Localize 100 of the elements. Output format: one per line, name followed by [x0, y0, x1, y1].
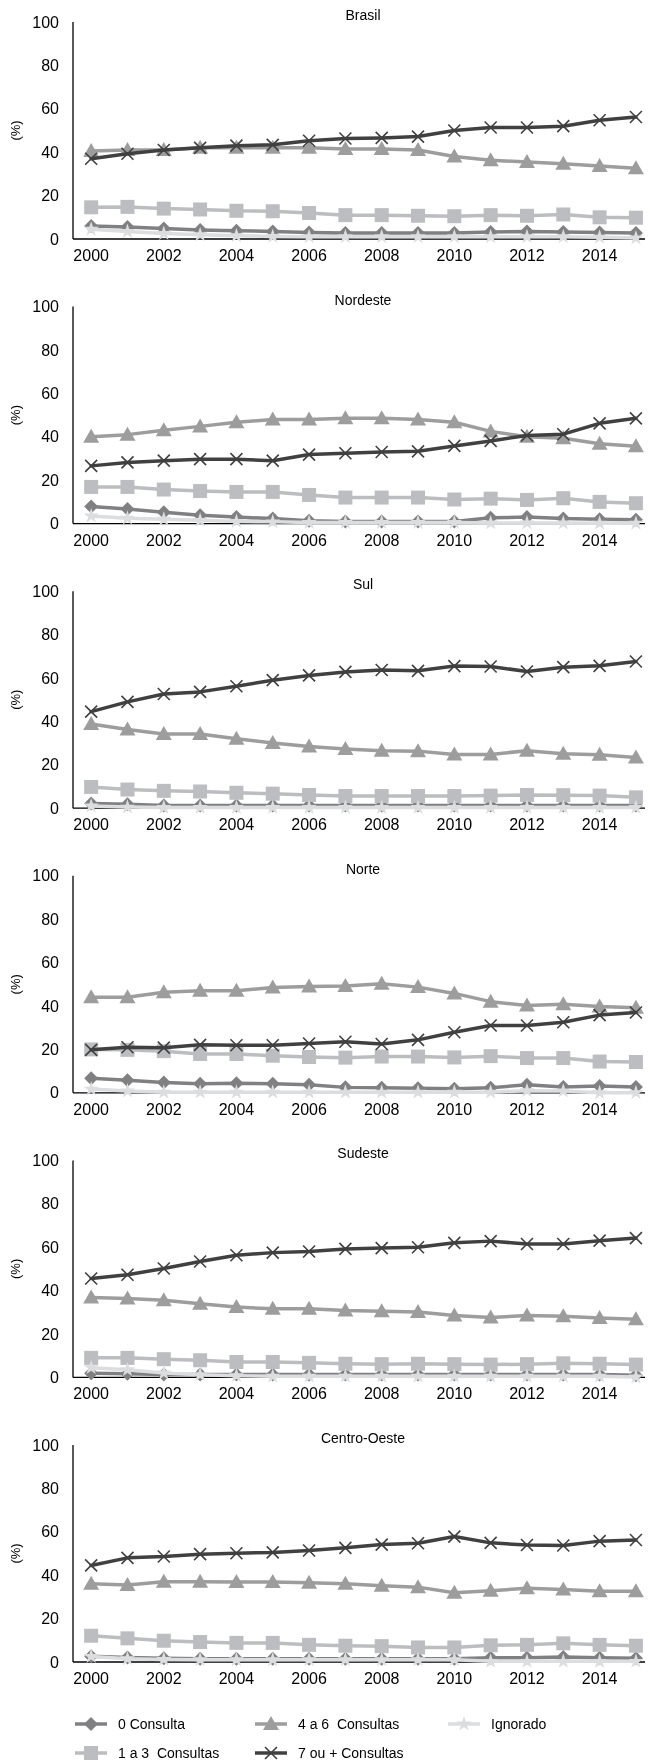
point — [228, 1573, 245, 1588]
y-tick-label: 80 — [41, 1480, 60, 1497]
y-tick-label: 0 — [50, 1653, 60, 1671]
point — [374, 1357, 389, 1372]
x-tick-label: 2002 — [146, 1385, 182, 1403]
y-tick-label: 80 — [41, 341, 60, 359]
point — [592, 113, 607, 128]
point — [337, 1302, 354, 1317]
x-tick-label: 2010 — [436, 531, 473, 549]
y-tick-label: 40 — [41, 997, 60, 1015]
point — [302, 1637, 317, 1652]
point — [591, 1583, 608, 1598]
point — [556, 1015, 571, 1030]
y-tick-label: 40 — [41, 1566, 60, 1584]
point — [338, 1356, 353, 1371]
point — [556, 427, 571, 441]
x-tick-label: 2000 — [73, 1385, 110, 1403]
point — [84, 479, 99, 494]
point — [519, 1051, 534, 1066]
y-tick-label: 60 — [41, 1523, 60, 1541]
y-axis-title: (%) — [8, 1543, 23, 1564]
point — [120, 479, 135, 494]
point — [156, 201, 171, 216]
point — [556, 788, 571, 803]
x-tick-label: 2008 — [363, 816, 400, 834]
point — [301, 228, 317, 244]
y-tick-label: 0 — [50, 230, 60, 248]
point — [265, 228, 281, 243]
point — [592, 1534, 607, 1548]
x-tick-label: 2012 — [509, 1385, 545, 1403]
point — [84, 459, 98, 473]
point — [156, 1633, 171, 1648]
x-tick-label: 2012 — [509, 531, 545, 549]
point — [410, 142, 427, 157]
point — [338, 1050, 353, 1065]
point — [84, 499, 99, 514]
point — [555, 155, 572, 170]
point — [447, 659, 462, 673]
point — [519, 787, 534, 802]
point — [156, 783, 171, 798]
point — [628, 790, 643, 805]
point — [83, 989, 100, 1004]
point — [446, 1307, 463, 1322]
point — [592, 788, 607, 803]
point — [192, 1295, 209, 1310]
point — [302, 1244, 316, 1259]
point — [411, 1640, 426, 1655]
point — [482, 993, 499, 1008]
x-tick-label: 2010 — [436, 1385, 473, 1403]
point — [338, 1035, 353, 1049]
point — [228, 982, 245, 997]
point — [482, 1582, 499, 1597]
point — [556, 1356, 571, 1371]
point — [84, 1071, 99, 1086]
point — [228, 1084, 245, 1099]
point — [374, 490, 389, 505]
point — [265, 1048, 280, 1063]
point — [265, 1635, 280, 1650]
point — [338, 208, 353, 223]
y-tick-label: 0 — [50, 515, 60, 533]
point — [446, 148, 463, 163]
point — [556, 1636, 571, 1651]
point — [193, 1547, 207, 1561]
point — [591, 1084, 608, 1100]
point — [411, 1536, 425, 1551]
point — [629, 1005, 643, 1020]
point — [446, 985, 463, 1000]
point — [483, 1536, 498, 1550]
y-tick-label: 80 — [41, 1195, 60, 1213]
point — [338, 446, 353, 461]
x-tick-label: 2006 — [291, 1670, 327, 1687]
x-tick-label: 2004 — [218, 531, 255, 549]
x-tick-label: 2000 — [73, 247, 110, 264]
y-tick-label: 60 — [41, 669, 60, 687]
point — [156, 1352, 171, 1367]
point — [156, 225, 172, 241]
point — [119, 989, 136, 1004]
point — [483, 1084, 499, 1099]
point — [193, 1046, 208, 1061]
point — [411, 129, 425, 144]
point — [302, 1355, 317, 1370]
point — [156, 453, 171, 468]
point — [193, 1353, 208, 1368]
point — [629, 1231, 643, 1245]
point — [156, 687, 171, 701]
point — [84, 1350, 99, 1365]
point — [520, 1237, 534, 1251]
point — [229, 203, 244, 218]
y-tick-label: 20 — [41, 1610, 60, 1628]
point — [446, 414, 463, 429]
point — [301, 978, 318, 993]
y-tick-label: 20 — [41, 471, 60, 489]
x-tick-label: 2014 — [581, 1100, 618, 1118]
point — [410, 411, 427, 426]
x-tick-label: 2014 — [581, 1385, 618, 1403]
y-tick-label: 100 — [32, 1436, 60, 1454]
point — [374, 789, 389, 804]
x-tick-label: 2002 — [146, 1100, 182, 1118]
point — [629, 654, 643, 669]
point — [337, 228, 353, 244]
